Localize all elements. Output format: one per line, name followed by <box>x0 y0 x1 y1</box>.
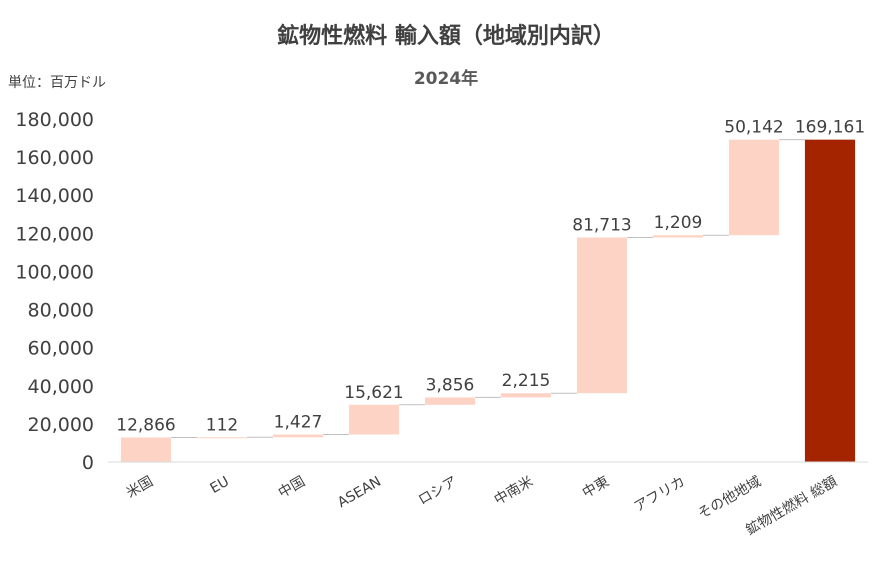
data-labels: 12,866 112 1,427 15,621 3,856 2,215 81,713 1,20… <box>116 118 865 436</box>
data-label: 1,427 <box>274 413 323 433</box>
category-label: アフリカ <box>632 474 688 516</box>
y-tick-label: 20,000 <box>28 414 94 436</box>
category-label: 中東 <box>580 474 612 502</box>
category-label: ASEAN <box>335 474 384 512</box>
connector-lines <box>171 139 805 438</box>
category-label: 中国 <box>276 474 308 502</box>
data-label: 2,215 <box>502 371 551 391</box>
data-label: 3,856 <box>426 375 475 395</box>
y-axis: 0 20,000 40,000 60,000 80,000 100,000 120,000 1… <box>15 109 94 474</box>
chart-subtitle: 2024年 <box>413 69 479 89</box>
data-label: 1,209 <box>654 213 703 233</box>
y-tick-label: 140,000 <box>15 185 94 207</box>
increment-bar <box>120 437 172 462</box>
y-tick-label: 80,000 <box>28 300 94 322</box>
category-label: 米国 <box>124 474 156 502</box>
increment-bar <box>728 139 780 236</box>
data-label: 169,161 <box>795 118 865 138</box>
increment-bar <box>348 404 400 435</box>
category-label: 中南米 <box>492 474 536 509</box>
data-label: 15,621 <box>344 383 403 403</box>
increment-bar <box>272 434 324 438</box>
data-label: 12,866 <box>116 415 175 435</box>
data-label: 112 <box>206 415 238 435</box>
category-label: EU <box>207 474 232 497</box>
y-tick-label: 180,000 <box>15 109 94 131</box>
increment-bar <box>500 393 552 398</box>
total-bar <box>804 139 856 463</box>
unit-label: 単位：百万ドル <box>8 75 106 91</box>
increment-bar <box>424 397 476 405</box>
y-tick-label: 60,000 <box>28 338 94 360</box>
y-tick-label: 0 <box>82 452 94 474</box>
y-tick-label: 160,000 <box>15 147 94 169</box>
category-label: その他地域 <box>695 474 764 523</box>
bars <box>120 139 856 463</box>
y-tick-label: 100,000 <box>15 261 94 283</box>
data-label: 50,142 <box>724 118 783 138</box>
increment-bar <box>576 237 628 394</box>
data-label: 81,713 <box>572 216 631 236</box>
chart-title: 鉱物性燃料 輸入額（地域別内訳） <box>277 24 615 49</box>
category-label: ロシア <box>416 474 460 509</box>
increment-bar <box>652 235 704 238</box>
y-tick-label: 120,000 <box>15 223 94 245</box>
y-tick-label: 40,000 <box>28 376 94 398</box>
increment-bar <box>196 437 248 439</box>
